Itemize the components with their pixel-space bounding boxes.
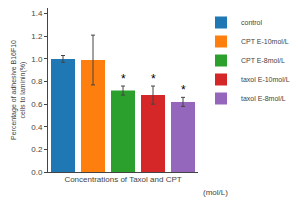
- svg-text:1.0: 1.0: [31, 55, 43, 64]
- svg-text:Concentrations of Taxol and CP: Concentrations of Taxol and CPT: [64, 175, 181, 184]
- svg-text:0.0: 0.0: [31, 168, 43, 177]
- svg-text:taxol E-10mol/L: taxol E-10mol/L: [241, 76, 290, 83]
- svg-text:1.4: 1.4: [31, 9, 43, 18]
- svg-text:0.6: 0.6: [31, 100, 43, 109]
- svg-text:control: control: [241, 19, 262, 26]
- svg-text:*: *: [151, 72, 156, 86]
- svg-text:Percentage of adhesive B16F10c: Percentage of adhesive B16F10cells to la…: [10, 40, 27, 140]
- svg-text:1.2: 1.2: [31, 32, 43, 41]
- svg-text:0.2: 0.2: [31, 145, 43, 154]
- svg-text:taxol E-8mol/L: taxol E-8mol/L: [241, 95, 286, 102]
- svg-text:CPT E-8mol/L: CPT E-8mol/L: [241, 57, 285, 64]
- svg-text:(mol/L): (mol/L): [203, 188, 228, 197]
- svg-text:*: *: [181, 83, 186, 97]
- svg-text:0.8: 0.8: [31, 77, 43, 86]
- svg-text:0.4: 0.4: [31, 123, 43, 132]
- svg-text:CPT E-10mol/L: CPT E-10mol/L: [241, 38, 289, 45]
- svg-text:*: *: [121, 72, 126, 86]
